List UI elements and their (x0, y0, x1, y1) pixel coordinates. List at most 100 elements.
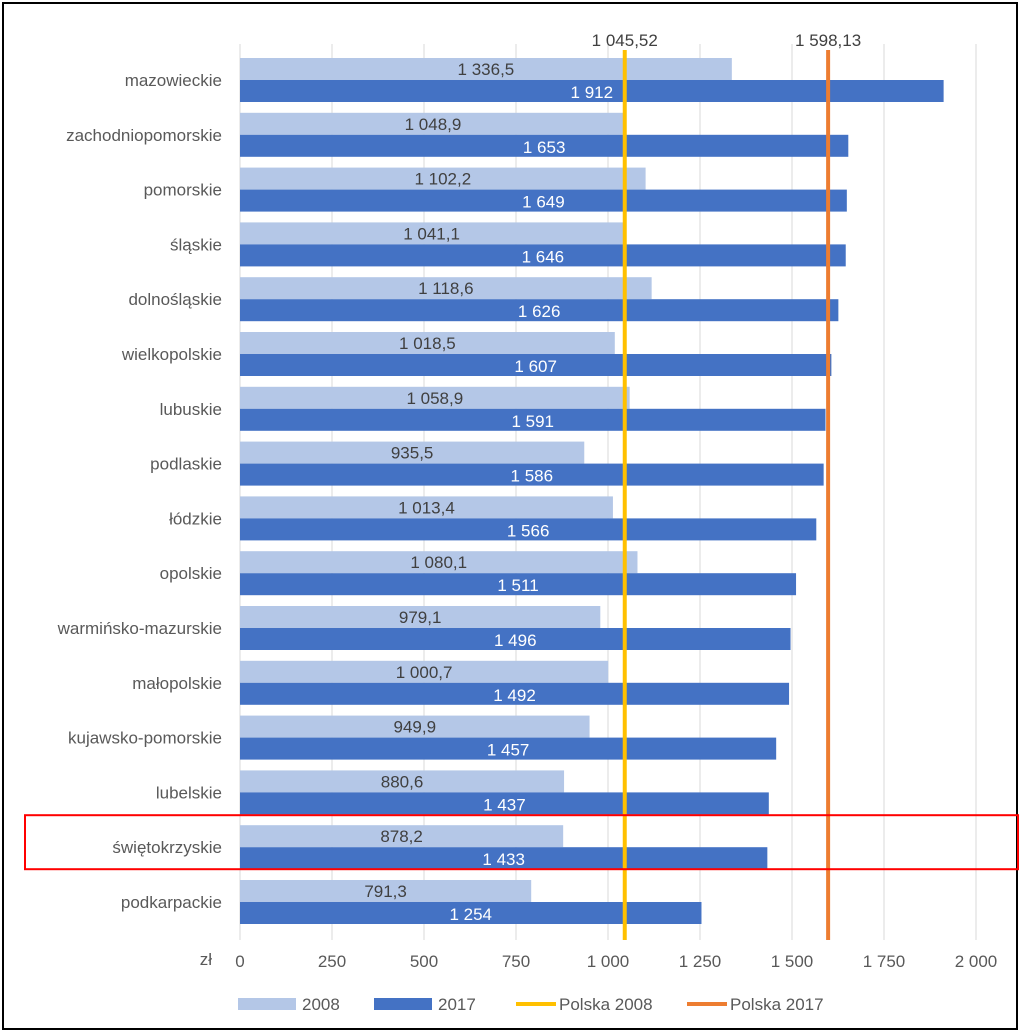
highlight-box-layer (24, 814, 1019, 871)
category-label: pomorskie (144, 181, 222, 200)
data-label-2017: 1 646 (522, 247, 565, 266)
bar-chart: 1 045,52 1 598,13 1 336,5 1 912 1 048,9 1 65… (24, 31, 1019, 1014)
data-label-2017: 1 607 (514, 357, 557, 376)
x-tick-label: 2 000 (955, 952, 998, 971)
bar-2017 (240, 189, 847, 212)
data-label-2008: 949,9 (394, 718, 437, 737)
x-tick-label: 0 (235, 952, 244, 971)
data-label-2017: 1 433 (482, 850, 525, 869)
bars (240, 58, 944, 924)
x-axis-ticks: 0 250 500 750 1 000 1 250 1 500 1 750 2 000 zł (200, 950, 998, 971)
bar-2008 (240, 332, 615, 354)
data-label-2017: 1 653 (523, 138, 566, 157)
data-label-2017: 1 457 (487, 741, 530, 760)
data-label-2017: 1 492 (493, 686, 536, 705)
bar-2017 (240, 244, 846, 267)
category-label: lubelskie (156, 783, 222, 802)
x-tick-label: 500 (410, 952, 438, 971)
data-label-2017: 1 254 (449, 905, 492, 924)
bar-2017 (240, 299, 839, 322)
bar-2017 (240, 134, 849, 157)
reference-line-label: 1 598,13 (795, 31, 861, 50)
data-label-2008: 935,5 (391, 444, 434, 463)
data-label-2008: 1 048,9 (405, 115, 462, 134)
category-label: łódzkie (169, 509, 222, 528)
bar-2017 (240, 80, 944, 102)
category-labels: mazowieckie zachodniopomorskie pomorskie śl… (57, 71, 222, 912)
category-label: kujawsko-pomorskie (68, 729, 222, 748)
category-label: dolnośląskie (128, 290, 222, 309)
bar-2017 (240, 573, 797, 596)
legend-swatch (238, 998, 296, 1010)
legend-label: Polska 2008 (559, 995, 653, 1014)
bar-2008 (240, 167, 646, 190)
legend-label: 2008 (302, 995, 340, 1014)
bar-2017 (240, 682, 790, 705)
data-label-2017: 1 511 (497, 576, 538, 595)
category-label: opolskie (160, 564, 222, 583)
data-label-2008: 1 000,7 (396, 663, 453, 682)
bar-2008 (240, 606, 601, 628)
bar-2017 (240, 408, 826, 431)
category-label: podkarpackie (121, 893, 222, 912)
axis-unit-label: zł (200, 950, 213, 969)
category-label: lubuskie (160, 400, 222, 419)
bar-2008 (240, 112, 626, 135)
data-label-2008: 1 058,9 (406, 389, 463, 408)
x-tick-label: 750 (502, 952, 530, 971)
data-label-2008: 880,6 (381, 772, 424, 791)
data-label-2017: 1 496 (494, 631, 537, 650)
x-tick-label: 1 000 (587, 952, 630, 971)
x-tick-label: 250 (318, 952, 346, 971)
x-tick-label: 1 750 (863, 952, 906, 971)
bar-2008 (240, 770, 565, 793)
category-label: świętokrzyskie (112, 838, 222, 857)
bar-2008 (240, 222, 624, 245)
bar-2008 (240, 277, 652, 300)
bar-2017 (240, 628, 791, 650)
bar-2008 (240, 58, 732, 80)
bar-2017 (240, 518, 817, 541)
data-label-2008: 1 018,5 (399, 334, 456, 353)
category-label: małopolskie (132, 674, 222, 693)
data-label-2017: 1 649 (522, 193, 565, 212)
legend-swatch (374, 998, 432, 1010)
x-tick-label: 1 500 (771, 952, 814, 971)
reference-lines: 1 045,52 1 598,13 (592, 31, 861, 940)
category-label: podlaskie (150, 455, 222, 474)
category-label: śląskie (170, 235, 222, 254)
bar-2017 (240, 737, 777, 760)
data-label-2017: 1 591 (511, 412, 554, 431)
legend-label: Polska 2017 (730, 995, 824, 1014)
bar-2017 (240, 847, 768, 870)
data-label-2008: 1 102,2 (414, 170, 471, 189)
bar-2008 (240, 386, 630, 409)
bar-2008 (240, 660, 609, 683)
legend: 2008 2017 Polska 2008 Polska 2017 (238, 995, 824, 1014)
bar-2017 (240, 792, 769, 815)
data-label-2008: 979,1 (399, 608, 442, 627)
data-label-2017: 1 912 (571, 83, 614, 102)
data-label-2017: 1 437 (483, 795, 526, 814)
data-labels: 1 336,5 1 912 1 048,9 1 653 1 102,2 1 649 1 04… (364, 60, 613, 924)
category-label: wielkopolskie (121, 345, 222, 364)
legend-label: 2017 (438, 995, 476, 1014)
x-tick-label: 1 250 (679, 952, 722, 971)
category-label: mazowieckie (125, 71, 222, 90)
bar-2008 (240, 551, 638, 574)
category-label: zachodniopomorskie (66, 126, 222, 145)
data-label-2008: 1 336,5 (458, 60, 515, 79)
data-label-2008: 1 118,6 (418, 279, 473, 298)
category-label: warmińsko-mazurskie (57, 619, 222, 638)
data-label-2017: 1 626 (518, 302, 561, 321)
bar-2017 (240, 354, 832, 376)
data-label-2008: 1 080,1 (410, 553, 467, 572)
data-label-2017: 1 586 (511, 467, 554, 486)
data-label-2008: 1 013,4 (398, 498, 455, 517)
bar-2008 (240, 496, 613, 519)
bar-2008 (240, 880, 532, 902)
bar-2008 (240, 441, 585, 464)
highlight-box (24, 814, 1019, 871)
data-label-2008: 1 041,1 (403, 224, 460, 243)
